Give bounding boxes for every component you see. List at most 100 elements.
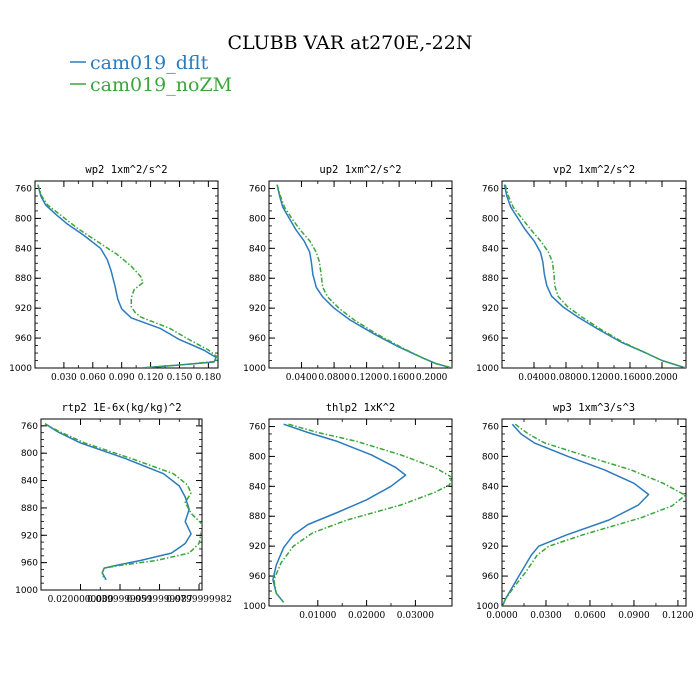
plot-frame	[40, 418, 203, 591]
x-tick-label: 0.03000	[397, 611, 434, 621]
x-tick-label: 0.1200	[351, 373, 383, 383]
y-tick-label: 880	[249, 512, 266, 522]
y-tick-label: 920	[249, 542, 266, 552]
series-line-dflt	[272, 423, 407, 603]
y-tick-label: 880	[249, 274, 266, 284]
x-tick-label: 0.030	[51, 373, 77, 383]
y-tick-label: 840	[15, 244, 32, 254]
y-tick-label: 840	[482, 482, 499, 492]
y-tick-label: 800	[249, 214, 266, 224]
y-tick-label: 920	[15, 304, 32, 314]
y-tick-label: 880	[482, 512, 499, 522]
series-line-nozm	[502, 423, 686, 606]
panel-title: vp2 1xm^2/s^2	[553, 164, 635, 176]
series-line-nozm	[44, 423, 202, 580]
x-tick-label: 0.0300	[530, 611, 562, 621]
plot-frame	[268, 418, 453, 607]
x-tick-label: 0.0800	[550, 373, 582, 383]
x-tick-label: 0.060	[80, 373, 106, 383]
series-line-dflt	[276, 184, 452, 368]
x-tick-label: 0.150	[167, 373, 193, 383]
panel-title: wp3 1xm^3/s^3	[553, 402, 635, 414]
x-tick-label: 0.0400	[286, 373, 318, 383]
y-tick-label: 840	[21, 477, 38, 487]
series-line-nozm	[276, 184, 452, 368]
y-tick-label: 760	[249, 184, 266, 194]
y-tick-label: 960	[482, 572, 499, 582]
y-tick-label: 760	[249, 422, 266, 432]
y-tick-label: 1000	[476, 364, 499, 374]
y-tick-label: 960	[249, 334, 266, 344]
y-tick-label: 840	[249, 244, 266, 254]
y-tick-label: 880	[15, 274, 32, 284]
y-tick-label: 840	[249, 482, 266, 492]
series-line-dflt	[44, 423, 192, 581]
panel-2: up2 1xm^2/s^2 760 800 840 880 920 960 1000 0.040…	[243, 164, 453, 383]
y-tick-label: 920	[482, 304, 499, 314]
y-tick-label: 1000	[9, 364, 32, 374]
y-tick-label: 880	[482, 274, 499, 284]
y-tick-label: 960	[482, 334, 499, 344]
series-line-dflt	[37, 184, 217, 368]
y-tick-label: 920	[21, 531, 38, 541]
x-tick-label: 0.0600	[574, 611, 606, 621]
panel-title: up2 1xm^2/s^2	[319, 164, 401, 176]
x-tick-label: 0.1600	[383, 373, 415, 383]
legend-label-nozm: cam019_noZM	[90, 74, 232, 96]
y-tick-label: 840	[482, 244, 499, 254]
y-tick-label: 800	[249, 452, 266, 462]
panel-1: wp2 1xm^2/s^2 760 800 840 880 920 960 1000 0.030…	[9, 164, 221, 383]
x-tick-label: 0.0399999991	[87, 595, 153, 605]
y-tick-label: 1000	[15, 586, 38, 596]
panel-3: vp2 1xm^2/s^2 760 800 840 880 920 960 1000 0.040…	[476, 164, 687, 383]
y-tick-label: 760	[482, 422, 499, 432]
x-tick-label: 0.180	[195, 373, 221, 383]
y-tick-label: 760	[482, 184, 499, 194]
x-tick-label: 0.2000	[646, 373, 678, 383]
x-tick-label: 0.0200000000	[48, 595, 114, 605]
x-tick-label: 0.2000	[416, 373, 448, 383]
panel-5: thlp2 1xK^2 760 800 840 880 920 960 1000 0.01000…	[243, 402, 453, 621]
plot-frame	[34, 180, 219, 369]
y-tick-label: 920	[249, 304, 266, 314]
x-tick-label: 0.1600	[614, 373, 646, 383]
x-tick-label: 0.1200	[582, 373, 614, 383]
y-tick-label: 880	[21, 504, 38, 514]
panel-4: rtp2 1E-6x(kg/kg)^2 760 800 840 880 920 960 100…	[15, 402, 232, 605]
y-tick-label: 800	[482, 452, 499, 462]
series-line-nozm	[273, 423, 452, 603]
plot-frame	[501, 180, 687, 369]
y-tick-label: 800	[15, 214, 32, 224]
x-tick-label: 0.01000	[299, 611, 336, 621]
y-tick-label: 1000	[243, 364, 266, 374]
series-line-dflt	[502, 423, 650, 606]
x-tick-label: 0.0800	[318, 373, 350, 383]
y-tick-label: 960	[15, 334, 32, 344]
x-tick-label: 0.0799999982	[166, 595, 232, 605]
y-tick-label: 960	[249, 572, 266, 582]
panel-title: wp2 1xm^2/s^2	[85, 164, 167, 176]
series-line-dflt	[503, 184, 686, 368]
y-tick-label: 1000	[243, 602, 266, 612]
panel-6: wp3 1xm^3/s^3 760 800 840 880 920 960 10000.000…	[476, 402, 694, 621]
y-tick-label: 960	[21, 559, 38, 569]
x-tick-label: 0.0400	[518, 373, 550, 383]
x-tick-label: 0.0599999987	[127, 595, 193, 605]
x-tick-label: 0.120	[138, 373, 164, 383]
series-line-nozm	[37, 184, 218, 368]
figure-title: CLUBB VAR at270E,-22N	[228, 32, 473, 54]
legend-label-dflt: cam019_dflt	[90, 52, 209, 74]
y-tick-label: 760	[15, 184, 32, 194]
y-tick-label: 800	[482, 214, 499, 224]
panel-title: thlp2 1xK^2	[326, 402, 396, 414]
x-tick-label: 0.02000	[348, 611, 385, 621]
y-tick-label: 800	[21, 449, 38, 459]
y-tick-label: 1000	[476, 602, 499, 612]
series-line-nozm	[504, 184, 686, 368]
panels: wp2 1xm^2/s^2 760 800 840 880 920 960 1000 0.030…	[9, 164, 694, 621]
y-tick-label: 920	[482, 542, 499, 552]
y-tick-label: 760	[21, 422, 38, 432]
legend: cam019_dflt cam019_noZM	[70, 52, 232, 96]
x-tick-label: 0.0000	[486, 611, 518, 621]
